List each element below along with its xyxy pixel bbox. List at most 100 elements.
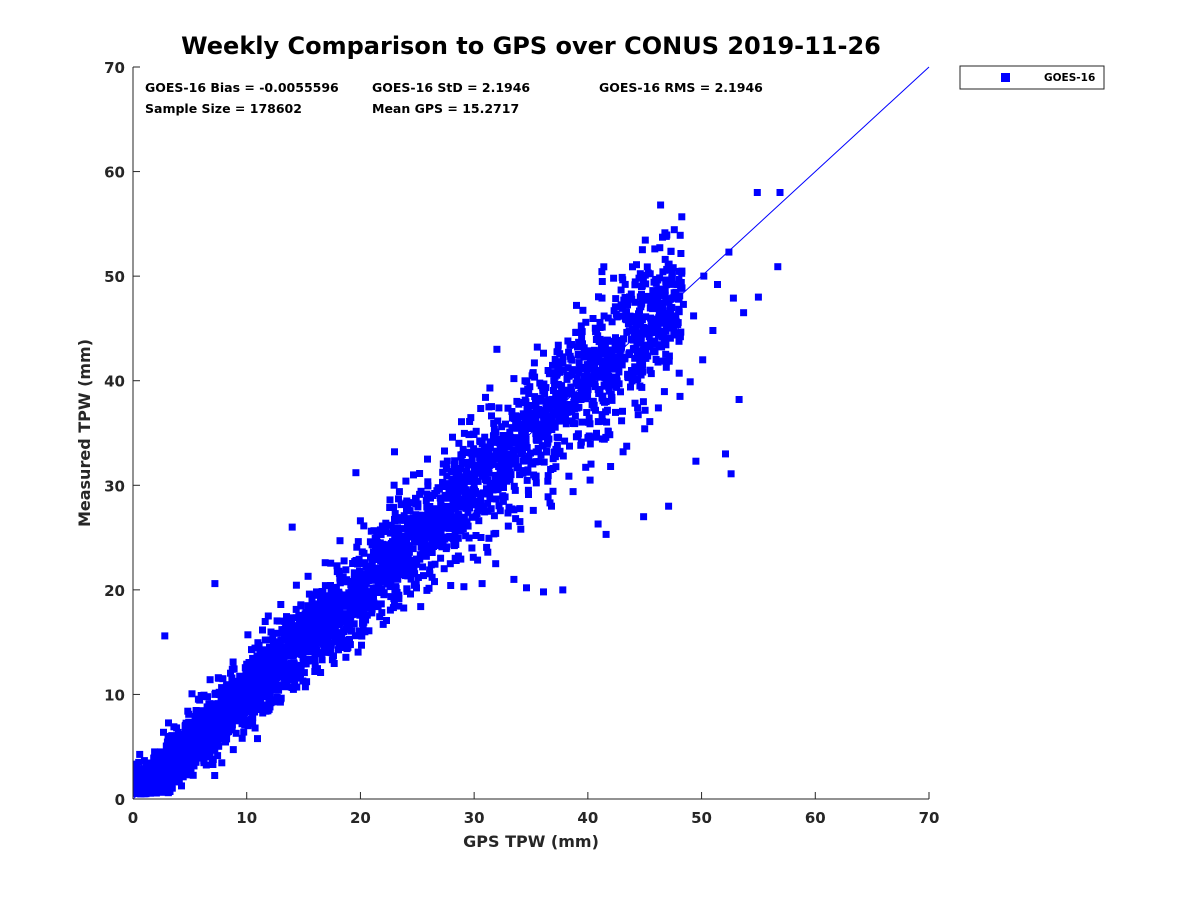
data-point [193,711,200,719]
data-point [321,559,329,567]
data-point [465,499,472,507]
data-point [304,656,311,664]
data-point [400,604,408,612]
data-point [333,613,341,621]
data-point [203,703,211,711]
data-point [483,476,491,484]
data-point [265,694,273,702]
data-point [419,545,427,553]
data-point [499,497,507,505]
x-tick-label: 70 [919,809,940,827]
data-point [249,659,257,667]
annotation-mean-gps: Mean GPS = 15.2717 [372,101,519,116]
data-point [573,301,580,309]
annotation-rms: GOES-16 RMS = 2.1946 [599,80,763,95]
data-point [327,649,335,657]
data-point [137,775,145,783]
data-point [134,785,141,793]
data-point [229,658,237,666]
data-point [442,464,450,472]
data-point [304,572,312,580]
data-point [301,624,309,632]
data-point [404,532,412,540]
data-point [277,601,285,608]
data-point [507,433,515,441]
data-point [364,577,372,585]
data-point [395,495,402,503]
data-point [476,438,484,446]
data-point [319,636,327,643]
data-point [576,351,584,359]
data-point [448,468,456,476]
data-point [638,282,646,290]
data-point [563,390,571,398]
data-point [168,732,176,740]
data-point [629,263,636,271]
data-point [189,771,197,779]
data-point [606,359,614,367]
data-point [166,788,174,795]
data-point [612,375,620,383]
data-point [344,643,352,651]
data-point [679,300,687,308]
data-point [331,636,339,644]
data-point [669,318,677,326]
data-point [662,350,670,358]
data-point [584,434,592,442]
data-point [677,250,685,257]
data-point [196,696,204,704]
data-point [538,423,546,431]
data-point [666,304,674,311]
data-point [175,763,183,771]
data-point [674,321,682,329]
data-point [631,354,639,362]
data-point [358,605,366,613]
data-point [465,534,473,542]
data-point [455,476,462,484]
data-point [553,441,561,449]
data-point [595,367,603,375]
data-point [252,702,260,709]
data-point [493,486,501,494]
data-point [281,677,289,685]
data-point [498,423,506,431]
data-point [192,758,200,766]
data-point [547,466,555,473]
data-point [573,374,581,382]
data-point [368,562,376,570]
data-point [342,566,350,574]
data-point [492,560,500,568]
data-point [658,319,666,327]
data-point [631,399,639,407]
data-point [349,605,356,613]
data-point [365,627,373,635]
data-point [303,648,311,656]
data-point [434,484,442,492]
data-point [319,588,327,596]
data-point [575,359,583,367]
data-point [429,492,437,499]
data-point [218,759,226,767]
data-point [414,503,422,511]
x-tick-label: 10 [236,809,257,827]
data-point [253,678,261,686]
data-point [165,719,172,727]
data-point [254,735,261,743]
data-point [420,572,427,580]
data-point [375,554,383,562]
data-point [303,618,311,626]
data-point [390,503,398,511]
data-point [633,367,641,375]
data-point [204,693,211,701]
data-point [556,447,564,455]
data-point [314,665,321,673]
data-point [458,418,465,426]
data-point [346,621,353,629]
data-point [318,656,326,664]
data-point [407,590,414,598]
data-point [331,628,339,636]
data-point [297,623,305,631]
data-point [580,353,588,361]
data-point [395,516,403,524]
data-point [593,429,600,437]
